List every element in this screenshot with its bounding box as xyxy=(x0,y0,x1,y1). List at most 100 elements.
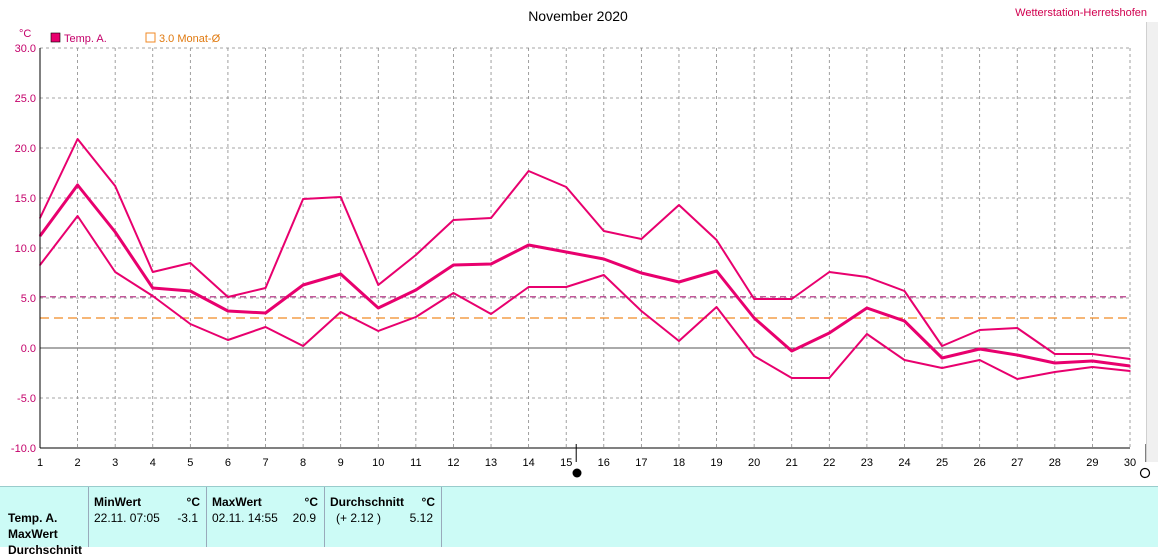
data-point-max xyxy=(264,287,267,289)
avg-value: 5.12 xyxy=(409,511,433,525)
min-header: MinWert xyxy=(94,495,142,509)
data-point-avg xyxy=(753,317,755,319)
data-point-max xyxy=(1054,353,1056,355)
data-point-avg xyxy=(828,332,831,334)
min-unit: °C xyxy=(186,495,200,509)
data-point-max xyxy=(227,296,229,298)
scroll-end-marker[interactable] xyxy=(1139,467,1151,479)
data-point-max xyxy=(790,298,793,300)
vertical-scrollbar[interactable] xyxy=(1146,22,1158,462)
data-point-min xyxy=(790,377,793,379)
avg-unit: °C xyxy=(421,495,435,509)
stats-label-temp: Temp. A. xyxy=(8,511,58,525)
data-point-min xyxy=(1054,371,1056,373)
x-tick-label: 14 xyxy=(522,457,534,469)
data-point-max xyxy=(903,290,906,292)
x-tick-label: 5 xyxy=(187,457,193,469)
data-point-avg xyxy=(452,264,455,266)
legend-label-temp: Temp. A. xyxy=(64,33,107,45)
legend-swatch-temp xyxy=(50,32,61,43)
data-point-min xyxy=(452,292,455,294)
x-tick-label: 12 xyxy=(447,457,459,469)
data-point-avg xyxy=(339,273,342,275)
data-point-max xyxy=(114,185,116,187)
data-point-max xyxy=(377,284,380,286)
data-point-min xyxy=(114,271,116,273)
x-tick-label: 27 xyxy=(1011,457,1023,469)
data-point-max xyxy=(189,262,192,264)
data-point-min xyxy=(565,286,568,288)
x-tick-label: 28 xyxy=(1049,457,1061,469)
legend-swatch-month-avg xyxy=(145,32,156,43)
x-tick-label: 2 xyxy=(75,457,81,469)
data-point-avg xyxy=(640,272,643,274)
data-point-avg xyxy=(302,284,304,286)
data-point-max xyxy=(1091,353,1094,355)
grid-lines xyxy=(40,47,1131,448)
y-tick-label: 20.0 xyxy=(15,143,36,155)
data-point-min xyxy=(490,313,492,315)
data-point-min xyxy=(978,359,981,361)
data-point-avg xyxy=(1091,360,1094,362)
x-tick-label: 30 xyxy=(1124,457,1136,469)
data-point-min xyxy=(1129,370,1131,372)
data-point-min xyxy=(678,340,680,342)
data-point-avg xyxy=(941,357,943,359)
data-point-avg xyxy=(715,270,718,272)
data-point-max xyxy=(302,198,304,200)
y-tick-label: -10.0 xyxy=(11,443,36,455)
data-point-avg xyxy=(1129,365,1131,367)
y-tick-label: 15.0 xyxy=(15,193,36,205)
data-point-avg xyxy=(866,307,868,309)
x-tick-label: 18 xyxy=(673,457,685,469)
data-point-min xyxy=(151,295,154,297)
y-axis-ticks: 30.0 25.0 20.0 15.0 10.0 5.0 0.0 -5.0 -10.0 xyxy=(11,43,36,455)
x-tick-label: 16 xyxy=(598,457,610,469)
y-tick-label: 25.0 xyxy=(15,93,36,105)
x-tick-label: 6 xyxy=(225,457,231,469)
data-point-min xyxy=(339,311,342,313)
data-point-max xyxy=(1129,358,1131,360)
x-tick-label: 25 xyxy=(936,457,948,469)
data-point-max xyxy=(490,217,492,219)
max-unit: °C xyxy=(304,495,318,509)
x-tick-label: 24 xyxy=(898,457,910,469)
data-point-min xyxy=(903,359,906,361)
scroll-position-marker[interactable] xyxy=(572,468,582,478)
data-point-max xyxy=(715,239,718,241)
data-point-avg xyxy=(527,244,530,246)
avg-header: Durchschnitt xyxy=(330,495,405,509)
data-point-max xyxy=(941,345,943,347)
stats-max-column: MaxWert °C 02.11. 14:55 20.9 xyxy=(206,487,325,547)
x-tick-label: 20 xyxy=(748,457,760,469)
data-point-avg xyxy=(114,231,116,233)
y-axis-unit: °C xyxy=(19,28,31,40)
x-tick-label: 26 xyxy=(974,457,986,469)
data-point-max xyxy=(527,170,530,172)
reference-lines xyxy=(40,296,1130,319)
data-point-max xyxy=(151,271,154,273)
data-point-avg xyxy=(227,310,229,312)
data-point-avg xyxy=(1054,362,1056,364)
data-point-min xyxy=(189,323,192,325)
x-tick-label: 17 xyxy=(635,457,647,469)
data-point-min xyxy=(941,367,943,369)
x-tick-label: 4 xyxy=(150,457,156,469)
data-point-min xyxy=(415,316,417,318)
y-tick-label: 30.0 xyxy=(15,43,36,55)
x-tick-label: 7 xyxy=(262,457,268,469)
avg-delta: (+ 2.12 ) xyxy=(336,511,382,525)
data-point-avg xyxy=(678,281,680,283)
data-point-min xyxy=(1016,378,1019,380)
x-tick-label: 11 xyxy=(410,457,421,469)
x-tick-label: 15 xyxy=(560,457,572,469)
data-point-avg xyxy=(903,320,906,322)
max-value: 20.9 xyxy=(292,511,316,525)
data-point-min xyxy=(264,326,267,328)
stats-label-max: MaxWert xyxy=(8,527,58,541)
data-point-min xyxy=(76,215,79,217)
data-point-max xyxy=(602,230,605,232)
data-point-min xyxy=(377,330,380,332)
x-tick-label: 10 xyxy=(372,457,384,469)
